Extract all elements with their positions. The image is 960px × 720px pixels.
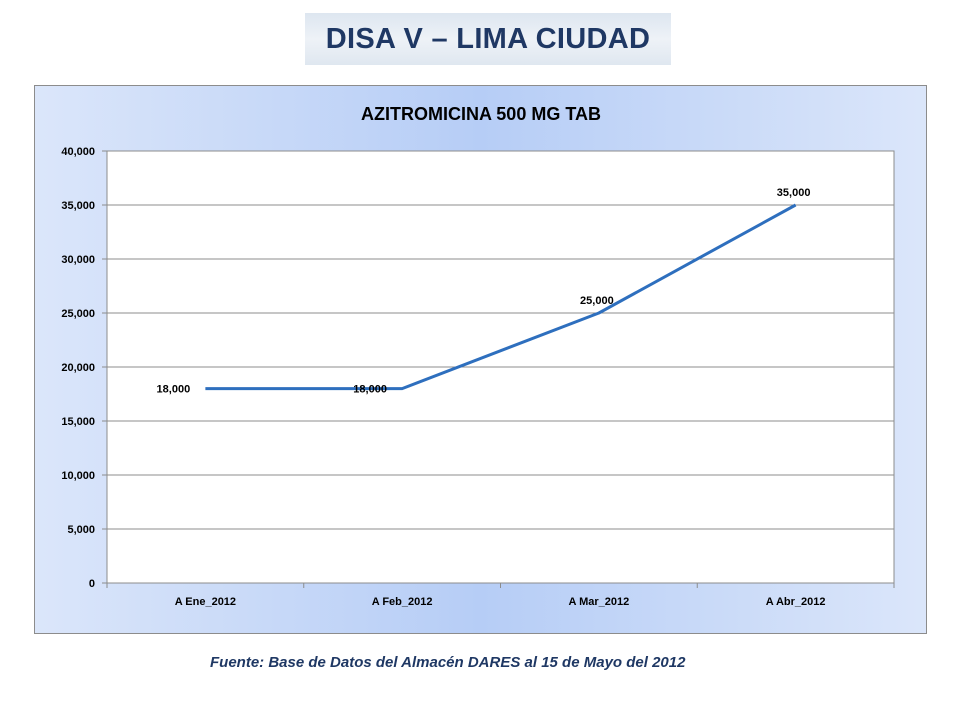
y-tick-label: 35,000 xyxy=(61,200,95,212)
header-banner: DISA V – LIMA CIUDAD xyxy=(305,13,671,65)
chart-frame: AZITROMICINA 500 MG TAB 0 5,000 10,000 15,0… xyxy=(34,85,927,634)
y-tick-label: 15,000 xyxy=(61,416,95,428)
chart-title: AZITROMICINA 500 MG TAB xyxy=(361,104,601,124)
y-tick-label: 5,000 xyxy=(67,524,95,536)
y-tick-label: 0 xyxy=(89,578,95,590)
x-tick-label: A Ene_2012 xyxy=(175,596,236,608)
data-labels: 18,000 18,000 25,000 35,000 xyxy=(157,187,811,396)
source-footnote: Fuente: Base de Datos del Almacén DARES … xyxy=(210,654,686,671)
y-tick-label: 20,000 xyxy=(61,362,95,374)
y-tick-label: 40,000 xyxy=(61,146,95,158)
line-chart: AZITROMICINA 500 MG TAB 0 5,000 10,000 15,0… xyxy=(61,104,895,608)
data-label: 35,000 xyxy=(777,187,811,199)
y-tick-label: 30,000 xyxy=(61,254,95,266)
data-label: 18,000 xyxy=(157,384,191,396)
x-axis: A Ene_2012 A Feb_2012 A Mar_2012 A Abr_2012 xyxy=(106,583,895,608)
gridlines xyxy=(107,204,894,530)
x-tick-label: A Abr_2012 xyxy=(766,596,826,608)
series-layer xyxy=(205,203,797,391)
data-label: 25,000 xyxy=(580,295,614,307)
y-axis: 0 5,000 10,000 15,000 20,000 25,000 30,000 35,0… xyxy=(61,146,107,590)
series-line xyxy=(205,203,797,391)
x-tick-label: A Feb_2012 xyxy=(372,596,433,608)
y-tick-label: 25,000 xyxy=(61,308,95,320)
y-tick-label: 10,000 xyxy=(61,470,95,482)
page-title: DISA V – LIMA CIUDAD xyxy=(325,22,651,55)
x-tick-label: A Mar_2012 xyxy=(569,596,630,608)
data-label: 18,000 xyxy=(353,384,387,396)
